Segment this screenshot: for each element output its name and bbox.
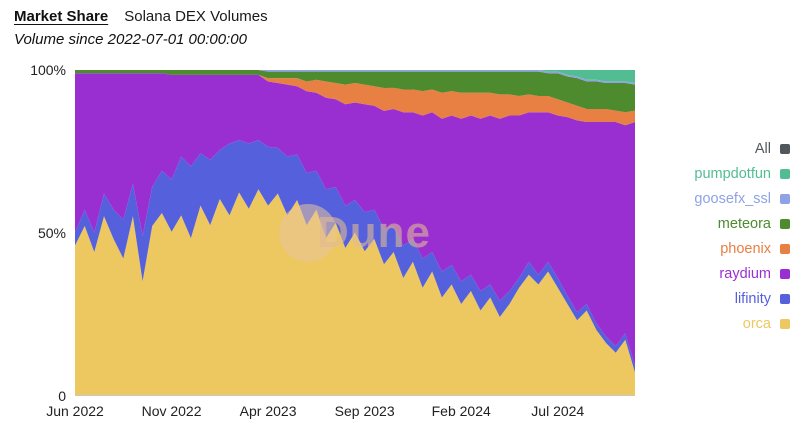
area-series-pumpdotfun (75, 70, 635, 83)
y-axis: 100% 50% 0 (0, 0, 66, 427)
legend-item-meteora[interactable]: meteora (718, 211, 790, 236)
y-axis-label: 50% (37, 225, 66, 241)
y-axis-label: 100% (30, 62, 66, 78)
legend-label: pumpdotfun (694, 165, 771, 182)
area-series-phoenix (75, 73, 635, 126)
x-axis-label: Feb 2024 (431, 403, 491, 419)
legend-item-All[interactable]: All (755, 136, 790, 161)
area-series-raydium (75, 73, 635, 366)
legend-swatch (780, 318, 790, 329)
legend-label: meteora (717, 215, 771, 232)
legend-label: All (754, 140, 771, 157)
legend-swatch (780, 243, 790, 254)
legend-label: lifinity (734, 290, 771, 307)
legend-swatch (780, 168, 790, 179)
legend-item-lifinity[interactable]: lifinity (735, 286, 790, 311)
area-series-orca (75, 189, 635, 395)
area-series-meteora (75, 70, 635, 113)
legend-label: goosefx_ssl (694, 190, 771, 207)
chart-canvas[interactable] (75, 70, 635, 395)
legend-swatch (780, 143, 790, 154)
page-title: Market Share (14, 8, 109, 25)
x-axis-label: Sep 2023 (334, 403, 395, 419)
legend-item-raydium[interactable]: raydium (719, 261, 790, 286)
legend-swatch (780, 193, 790, 204)
legend-swatch (780, 268, 790, 279)
legend-item-orca[interactable]: orca (743, 311, 790, 336)
chart-title: Solana DEX Volumes (124, 8, 268, 25)
x-axis-label: Jul 2024 (531, 403, 585, 419)
legend-swatch (780, 218, 790, 229)
stacked-area-plot[interactable] (75, 70, 635, 396)
legend-item-phoenix[interactable]: phoenix (720, 236, 790, 261)
legend-label: raydium (719, 265, 771, 282)
y-axis-label: 0 (58, 388, 66, 404)
legend-label: phoenix (720, 240, 771, 257)
chart-subtitle: Volume since 2022-07-01 00:00:00 (14, 31, 247, 48)
x-axis-label: Apr 2023 (239, 403, 297, 419)
legend-item-pumpdotfun[interactable]: pumpdotfun (694, 161, 790, 186)
chart-header: Market Share Solana DEX Volumes (14, 8, 268, 25)
legend-swatch (780, 293, 790, 304)
x-axis-label: Nov 2022 (141, 403, 202, 419)
legend-item-goosefx_ssl[interactable]: goosefx_ssl (694, 186, 790, 211)
area-series-lifinity (75, 140, 635, 373)
legend-label: orca (742, 315, 771, 332)
